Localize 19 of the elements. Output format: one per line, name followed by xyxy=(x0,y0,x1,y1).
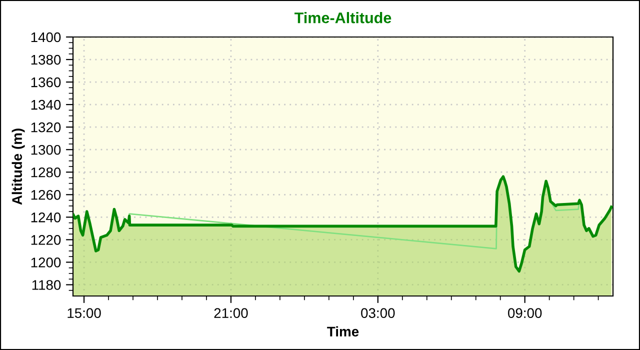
y-tick-label: 1340 xyxy=(31,100,61,110)
y-tick-label: 1280 xyxy=(31,167,61,178)
chart-title: Time-Altitude xyxy=(294,12,392,24)
x-tick-label: 15:00 xyxy=(68,308,101,318)
y-tick-label: 1200 xyxy=(31,258,61,268)
x-axis-title: Time xyxy=(327,326,359,337)
x-tick-label: 09:00 xyxy=(508,308,542,318)
y-tick-label: 1320 xyxy=(31,122,61,132)
y-tick-label: 1260 xyxy=(31,190,61,200)
y-tick-label: 1220 xyxy=(31,235,61,245)
x-tick-label: 21:00 xyxy=(214,308,248,318)
y-tick-label: 1300 xyxy=(31,144,61,155)
x-tick-label: 03:00 xyxy=(361,308,395,318)
y-axis-title: Altitude (m) xyxy=(12,128,25,205)
y-tick-label: 1360 xyxy=(31,77,61,88)
y-tick-label: 1380 xyxy=(31,54,61,65)
y-tick-label: 1180 xyxy=(32,280,61,290)
y-tick-label: 1400 xyxy=(31,32,61,42)
y-tick-label: 1240 xyxy=(31,212,61,222)
